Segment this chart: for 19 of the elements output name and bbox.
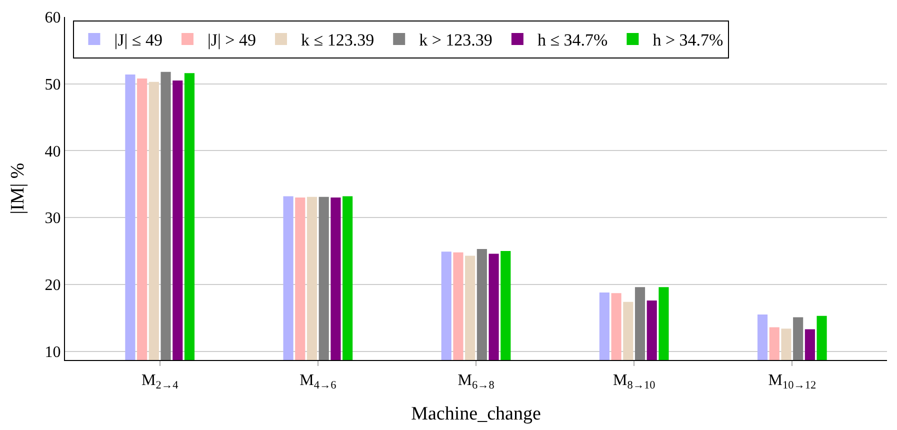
legend-label: |J| > 49 <box>207 30 256 50</box>
y-tick-label: 30 <box>44 210 61 228</box>
x-tick-label: M$_{2→4}$ <box>142 372 179 392</box>
x-tick-label: M$_{8→10}$ <box>612 372 656 392</box>
y-tick-label: 10 <box>44 344 61 361</box>
y-tick-label: 60 <box>44 10 61 27</box>
legend-label: k ≤ 123.39 <box>301 30 374 50</box>
y-axis-title: |IM| % <box>8 162 29 214</box>
x-tick-label: M$_{6→8}$ <box>458 372 495 392</box>
y-tick-label: 40 <box>44 143 61 160</box>
x-tick-label: M$_{10→12}$ <box>768 372 816 392</box>
legend-label: |J| ≤ 49 <box>114 30 162 50</box>
legend-label: h ≤ 34.7% <box>537 30 608 50</box>
x-axis-title: Machine_change <box>411 403 541 424</box>
y-tick-label: 20 <box>44 277 61 294</box>
y-tick-label: 50 <box>44 76 61 94</box>
legend-label: k > 123.39 <box>419 30 492 50</box>
x-tick-label: M$_{4→6}$ <box>300 372 337 392</box>
legend-label: h > 34.7% <box>652 30 724 50</box>
